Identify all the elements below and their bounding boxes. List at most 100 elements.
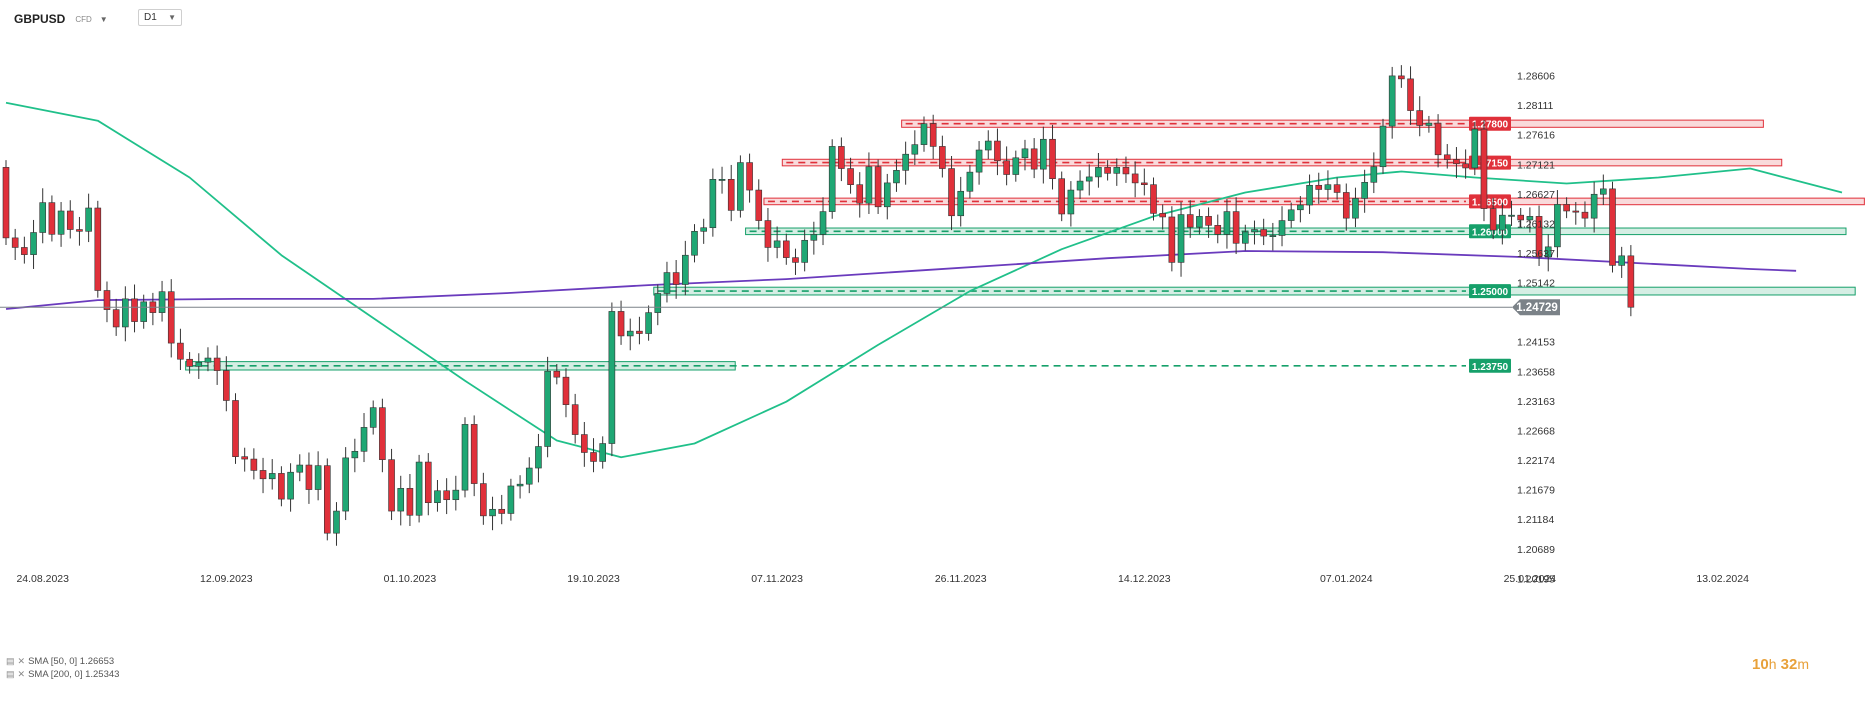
candle-bull	[626, 318, 634, 351]
candle-bull	[1012, 150, 1020, 182]
candle-body	[1150, 184, 1157, 214]
candle-bull	[1425, 115, 1433, 133]
level-tag	[1469, 358, 1511, 373]
y-tick-label: 1.26627	[1517, 189, 1555, 201]
candle-bear	[1122, 156, 1130, 183]
candle-bear	[76, 216, 83, 246]
candle-bull	[434, 479, 441, 512]
y-tick-label: 1.28111	[1517, 100, 1554, 112]
candle-body	[865, 166, 873, 204]
candle-body	[1333, 184, 1341, 193]
symbol-name[interactable]: GBPUSD	[14, 12, 66, 26]
candle-bear	[1150, 177, 1157, 221]
candle-body	[470, 424, 478, 484]
candle-body	[1499, 214, 1506, 231]
y-tick-label: 1.27121	[1517, 159, 1555, 171]
candle-body	[452, 489, 460, 501]
candle-bear	[443, 478, 450, 515]
y-tick-label: 1.26132	[1517, 218, 1555, 230]
chevron-down-icon[interactable]: ▼	[99, 14, 108, 24]
candle-body	[1223, 211, 1231, 235]
candle-bear	[672, 260, 680, 299]
candle-body	[1609, 188, 1616, 266]
level-label: 1.25000	[1472, 287, 1509, 298]
level-tag	[1469, 116, 1511, 131]
candle-bull	[314, 451, 322, 501]
candle-bear	[1058, 171, 1065, 222]
current-price-label: 1.24729	[1516, 302, 1558, 314]
candle-bear	[755, 179, 763, 230]
candle-body	[232, 400, 239, 457]
candle-bull	[397, 475, 405, 526]
candle-body	[1287, 209, 1295, 221]
timeframe-select[interactable]: D1 ▼	[138, 9, 182, 26]
candle-body	[672, 272, 680, 285]
candle-bull	[700, 218, 707, 244]
candle-bull	[351, 438, 359, 473]
candle-bear	[259, 457, 267, 494]
candle-bear	[1131, 161, 1139, 198]
y-tick-label: 1.22668	[1517, 425, 1555, 437]
candle-bear	[1443, 144, 1451, 169]
candle-body	[507, 485, 515, 514]
candle-bull	[801, 229, 808, 272]
candle-body	[975, 149, 983, 173]
candle-bear	[636, 316, 643, 345]
candle-body	[617, 311, 625, 337]
candle-bear	[21, 236, 28, 264]
candle-bull	[1297, 196, 1304, 223]
candle-body	[1352, 198, 1359, 219]
close-icon[interactable]: ✕	[17, 656, 26, 666]
candle-body	[1030, 148, 1038, 170]
candle-bull	[1618, 246, 1625, 278]
candle-bear	[498, 494, 506, 525]
x-tick-label: 26.11.2023	[935, 573, 987, 585]
candle-body	[1260, 229, 1267, 237]
level-label: 1.27150	[1472, 159, 1509, 170]
candle-bull	[1278, 206, 1286, 247]
legend-item-sma50[interactable]: ▤ ✕ SMA [50, 0] 1.26653	[6, 655, 119, 668]
candle-body	[461, 424, 469, 491]
x-tick-label: 13.02.2024	[1696, 573, 1749, 585]
settings-icon[interactable]: ▤	[6, 656, 15, 666]
candle-body	[920, 123, 928, 145]
y-tick-label: 1.20689	[1517, 544, 1555, 556]
candle-body	[1177, 214, 1185, 263]
level-label: 1.26000	[1472, 227, 1509, 238]
candle-bear	[581, 422, 588, 467]
candle-bull	[975, 141, 983, 185]
candle-body	[819, 211, 827, 235]
candle-bull	[1554, 190, 1561, 258]
candle-bear	[11, 228, 19, 261]
settings-icon[interactable]: ▤	[6, 669, 15, 679]
candle-bull	[893, 159, 900, 192]
candle-body	[847, 168, 854, 185]
candle-bear	[939, 135, 946, 178]
candle-body	[369, 407, 377, 428]
candle-bear	[177, 328, 184, 370]
candle-bear	[1398, 65, 1405, 88]
candle-body	[57, 210, 65, 235]
candle-body	[1379, 125, 1387, 168]
candle-body	[1627, 255, 1635, 308]
candle-bull	[1471, 121, 1479, 176]
y-tick-label: 1.28606	[1517, 71, 1555, 83]
candles-layer	[2, 65, 1635, 546]
y-tick-label: 1.23163	[1517, 396, 1555, 408]
candle-body	[1278, 220, 1286, 236]
candle-body	[1003, 160, 1010, 175]
candle-bear	[66, 200, 74, 239]
candle-body	[1085, 176, 1093, 182]
close-icon[interactable]: ✕	[17, 669, 26, 679]
candle-body	[122, 298, 129, 328]
candle-body	[388, 459, 395, 512]
candle-bull	[30, 219, 37, 269]
chevron-down-icon: ▼	[168, 13, 176, 22]
candle-body	[186, 358, 193, 367]
candle-body	[746, 162, 753, 191]
legend-item-sma200[interactable]: ▤ ✕ SMA [200, 0] 1.25343	[6, 668, 119, 681]
candle-body	[498, 508, 506, 514]
candle-body	[939, 146, 946, 169]
candle-body	[195, 361, 203, 367]
